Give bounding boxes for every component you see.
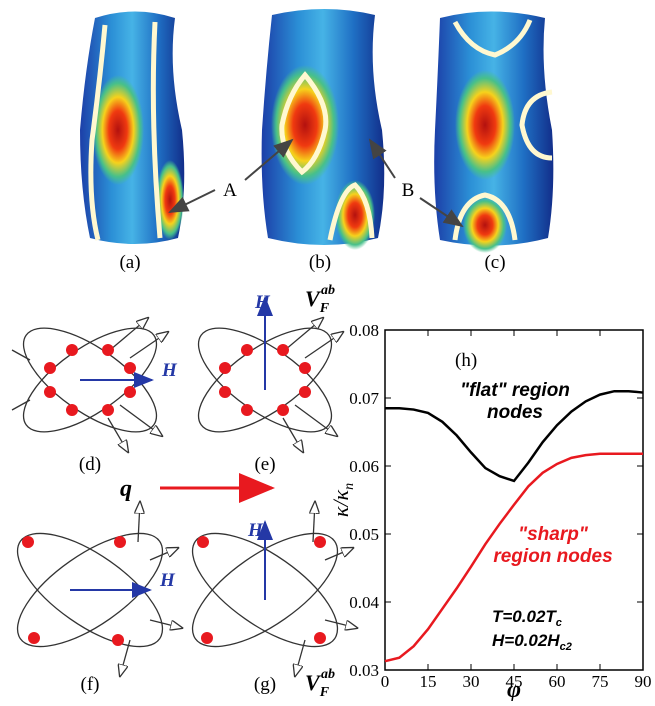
velocity-label: VFab (305, 283, 335, 316)
x-tick-label: 75 (592, 672, 609, 691)
panel-label: (f) (81, 674, 100, 695)
panel-label: (a) (119, 252, 140, 273)
y-tick-label: 0.03 (349, 661, 379, 680)
y-tick-label: 0.05 (349, 525, 379, 544)
series-name: "sharp" region nodes (488, 524, 618, 568)
series-label: "flat" region nodes (445, 380, 595, 440)
wavevector-label: q (120, 476, 132, 502)
panel-label: (d) (79, 454, 101, 475)
x-tick-label: 90 (635, 672, 652, 691)
cylinder-c (434, 12, 553, 254)
annotation: T=0.02Tc (492, 607, 562, 629)
y-axis-label-sub: n (342, 483, 357, 490)
y-tick-label: 0.08 (349, 321, 379, 340)
x-tick-label: 30 (463, 672, 480, 691)
series-name: "flat" region nodes (445, 380, 585, 424)
annotation-sub: c2 (560, 641, 572, 653)
series-label: "sharp" region nodes (488, 524, 638, 584)
y-tick-label: 0.07 (349, 389, 379, 408)
panel-label: (e) (254, 454, 275, 475)
y-tick-label: 0.04 (349, 593, 379, 612)
fermi-surfaces (0, 298, 357, 676)
x-axis-label: φ (507, 677, 521, 701)
y-axis-label: κ/κn (328, 483, 357, 517)
velocity-sub: F (319, 685, 330, 700)
panel-label: (c) (484, 252, 505, 273)
annotation: H=0.02Hc2 (492, 631, 572, 653)
x-tick-label: 15 (420, 672, 437, 691)
annotation-main: T=0.02T (492, 607, 557, 626)
y-axis-label-main: κ/κ (328, 489, 353, 517)
panel-label: (g) (254, 674, 276, 695)
region-label: B (402, 180, 415, 201)
field-label: H (254, 292, 271, 313)
field-label: H (247, 520, 264, 541)
region-label: A (223, 180, 237, 201)
velocity-sub: F (319, 301, 330, 316)
y-tick-label: 0.06 (349, 457, 379, 476)
velocity-label: VFab (305, 667, 335, 700)
panel-label: (b) (309, 252, 331, 273)
field-label: H (161, 360, 178, 381)
page: A B (a) (b) (c) H H H H q VFab VFab (d) … (0, 0, 655, 706)
annotation-main: H=0.02H (492, 631, 560, 650)
x-tick-label: 60 (549, 672, 566, 691)
figure: A B (a) (b) (c) H H H H q VFab VFab (d) … (0, 0, 655, 701)
cylinder-b (262, 9, 385, 250)
x-tick-label: 0 (381, 672, 390, 691)
cylinder-a (80, 12, 184, 245)
panel-label: (h) (455, 350, 477, 371)
velocity-sup: ab (321, 283, 335, 298)
field-label: H (159, 570, 176, 591)
annotation-sub: c (556, 617, 562, 629)
velocity-sup: ab (321, 667, 335, 682)
